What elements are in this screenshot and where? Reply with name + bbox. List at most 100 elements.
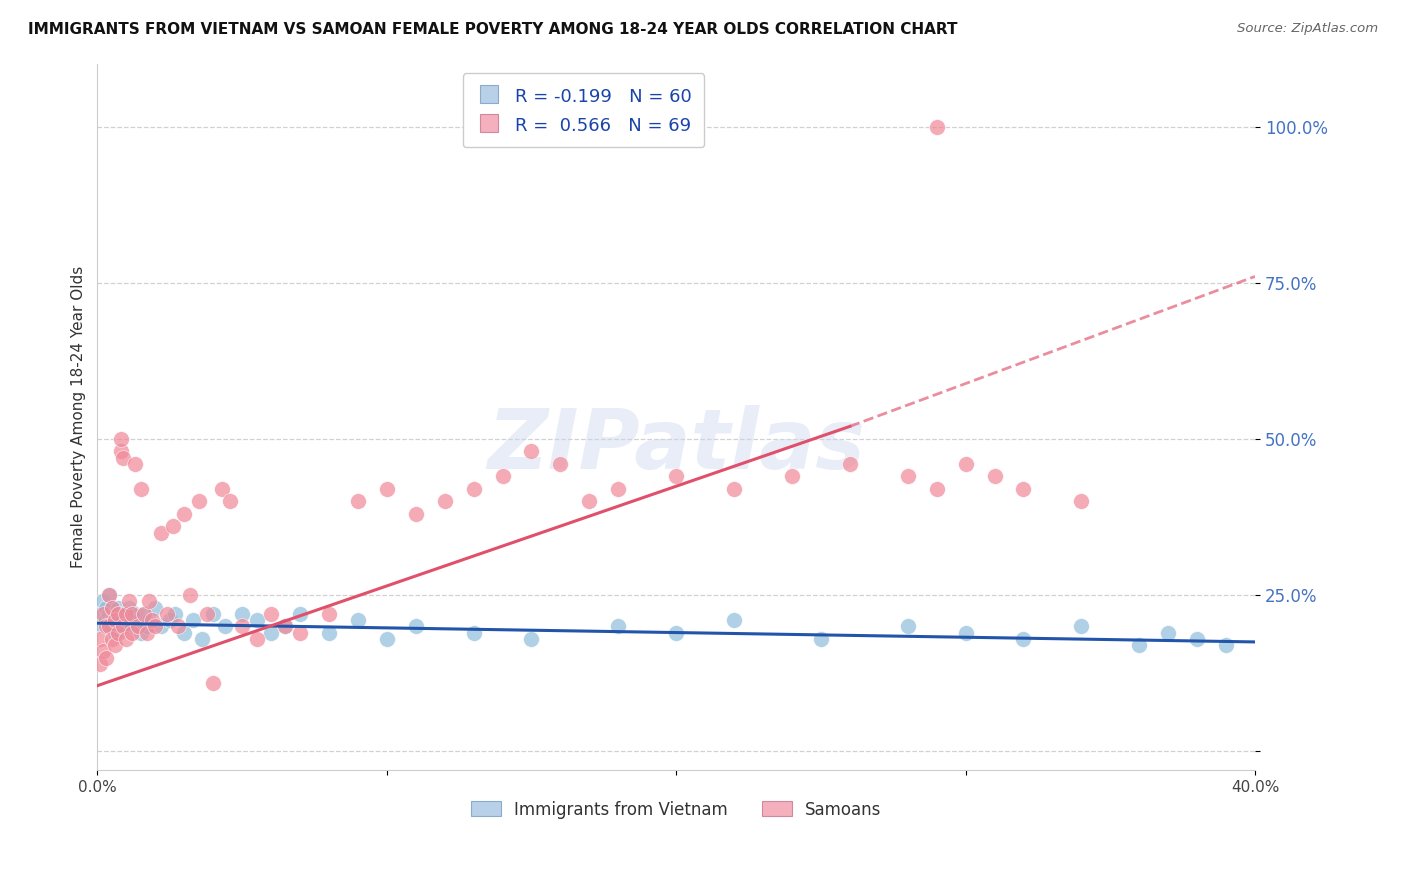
Text: ZIPatlas: ZIPatlas — [488, 405, 865, 486]
Point — [115, 619, 138, 633]
Point — [810, 632, 832, 646]
Point — [181, 613, 204, 627]
Point — [346, 494, 368, 508]
Point — [1070, 494, 1092, 508]
Point — [231, 619, 253, 633]
Point — [288, 607, 311, 621]
Point — [897, 619, 920, 633]
Point — [159, 613, 181, 627]
Point — [925, 120, 948, 134]
Point — [118, 594, 141, 608]
Point — [115, 607, 138, 621]
Point — [97, 588, 120, 602]
Point — [104, 638, 127, 652]
Point — [1157, 625, 1180, 640]
Point — [91, 607, 114, 621]
Point — [1185, 632, 1208, 646]
Point — [167, 619, 190, 633]
Point — [101, 600, 124, 615]
Point — [925, 482, 948, 496]
Text: Source: ZipAtlas.com: Source: ZipAtlas.com — [1237, 22, 1378, 36]
Point — [97, 619, 120, 633]
Point — [179, 588, 201, 602]
Point — [118, 600, 141, 615]
Point — [607, 619, 630, 633]
Point — [1012, 632, 1035, 646]
Point — [173, 625, 195, 640]
Point — [260, 625, 283, 640]
Point — [665, 469, 688, 483]
Point — [110, 619, 132, 633]
Point — [107, 625, 129, 640]
Point — [491, 469, 513, 483]
Point — [983, 469, 1005, 483]
Point — [101, 619, 124, 633]
Point — [115, 632, 138, 646]
Point — [101, 600, 124, 615]
Point — [260, 607, 283, 621]
Point — [288, 625, 311, 640]
Point — [118, 613, 141, 627]
Point — [520, 444, 543, 458]
Point — [138, 594, 160, 608]
Point — [897, 469, 920, 483]
Point — [214, 619, 236, 633]
Point — [838, 457, 860, 471]
Point — [318, 607, 340, 621]
Point — [955, 625, 977, 640]
Point — [202, 675, 225, 690]
Text: IMMIGRANTS FROM VIETNAM VS SAMOAN FEMALE POVERTY AMONG 18-24 YEAR OLDS CORRELATI: IMMIGRANTS FROM VIETNAM VS SAMOAN FEMALE… — [28, 22, 957, 37]
Point — [1128, 638, 1150, 652]
Point — [97, 607, 120, 621]
Point — [375, 482, 398, 496]
Point — [129, 625, 152, 640]
Point — [115, 607, 138, 621]
Point — [132, 607, 155, 621]
Point — [127, 619, 149, 633]
Point — [162, 519, 184, 533]
Point — [124, 457, 146, 471]
Point — [173, 507, 195, 521]
Point — [135, 625, 157, 640]
Point — [107, 607, 129, 621]
Point — [520, 632, 543, 646]
Point — [245, 632, 267, 646]
Point — [202, 607, 225, 621]
Point — [723, 613, 745, 627]
Point — [107, 613, 129, 627]
Point — [1215, 638, 1237, 652]
Point — [405, 507, 427, 521]
Y-axis label: Female Poverty Among 18-24 Year Olds: Female Poverty Among 18-24 Year Olds — [72, 266, 86, 568]
Point — [89, 632, 111, 646]
Point — [143, 600, 166, 615]
Point — [274, 619, 297, 633]
Point — [135, 619, 157, 633]
Point — [607, 482, 630, 496]
Point — [150, 525, 173, 540]
Point — [94, 613, 117, 627]
Point — [94, 600, 117, 615]
Point — [1012, 482, 1035, 496]
Point — [165, 607, 187, 621]
Point — [274, 619, 297, 633]
Point — [318, 625, 340, 640]
Point — [141, 613, 163, 627]
Point — [129, 482, 152, 496]
Point — [112, 450, 135, 465]
Point — [127, 613, 149, 627]
Point — [156, 607, 179, 621]
Point — [101, 632, 124, 646]
Point — [97, 588, 120, 602]
Point — [138, 613, 160, 627]
Point — [219, 494, 242, 508]
Point — [89, 607, 111, 621]
Point — [433, 494, 456, 508]
Point — [89, 657, 111, 671]
Point — [132, 607, 155, 621]
Point — [1070, 619, 1092, 633]
Point — [112, 613, 135, 627]
Point — [375, 632, 398, 646]
Point — [211, 482, 233, 496]
Point — [231, 607, 253, 621]
Point — [121, 619, 143, 633]
